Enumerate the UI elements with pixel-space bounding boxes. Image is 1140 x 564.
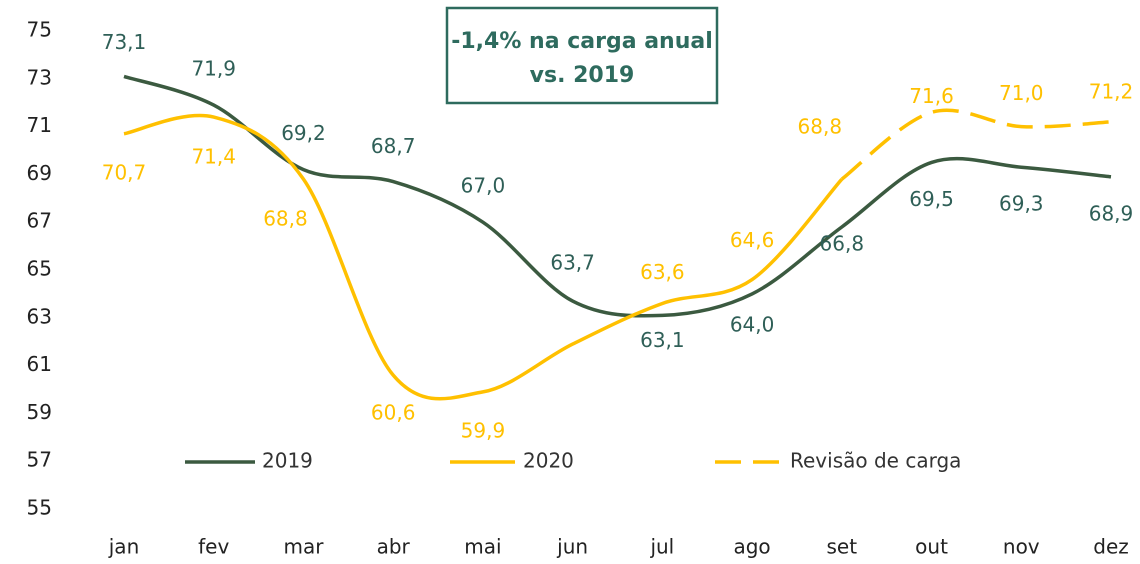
y-tick-label: 59 — [27, 400, 52, 424]
y-tick-label: 57 — [27, 448, 52, 472]
data-label: 71,9 — [191, 57, 236, 81]
data-label: 68,8 — [798, 115, 843, 139]
data-label: 68,9 — [1089, 201, 1134, 225]
y-tick-label: 69 — [27, 161, 52, 185]
data-label: 69,3 — [999, 192, 1044, 216]
x-tick-label: jul — [649, 535, 674, 559]
data-label: 64,6 — [730, 228, 775, 252]
x-tick-label: jan — [108, 535, 140, 559]
series-line — [123, 74, 1112, 318]
data-label: 71,2 — [1089, 79, 1134, 103]
data-label: 71,6 — [909, 84, 954, 108]
y-tick-label: 71 — [27, 113, 52, 137]
legend-label: Revisão de carga — [790, 449, 961, 473]
data-label: 70,7 — [102, 160, 147, 184]
y-tick-label: 61 — [27, 352, 52, 376]
data-label: 63,6 — [640, 260, 685, 284]
x-tick-label: nov — [1003, 535, 1040, 559]
data-label: 73,1 — [102, 30, 147, 54]
x-tick-label: ago — [733, 535, 770, 559]
data-label: 69,5 — [909, 187, 954, 211]
x-tick-label: jun — [556, 535, 588, 559]
y-tick-label: 67 — [27, 209, 52, 233]
y-tick-label: 65 — [27, 257, 52, 281]
annotation: vs. 2019 — [530, 63, 635, 88]
x-tick-label: out — [915, 535, 948, 559]
data-label: 68,7 — [371, 134, 416, 158]
data-label: 69,2 — [281, 121, 326, 145]
data-label: 67,0 — [461, 174, 506, 198]
annotation-box — [445, 6, 719, 105]
data-label: 71,0 — [999, 81, 1044, 105]
legend-label: 2020 — [523, 449, 574, 473]
x-tick-label: mai — [464, 535, 501, 559]
x-tick-label: set — [827, 535, 858, 559]
x-tick-label: mar — [283, 535, 324, 559]
data-label: 64,0 — [730, 312, 775, 336]
y-tick-label: 55 — [27, 496, 52, 520]
annotation: -1,4% na carga anual — [451, 29, 713, 54]
data-label: 71,4 — [191, 145, 236, 169]
legend-label: 2019 — [262, 449, 313, 473]
data-label: 60,6 — [371, 401, 416, 425]
x-tick-label: fev — [198, 535, 229, 559]
data-label: 63,1 — [640, 328, 685, 352]
series-line — [123, 113, 844, 401]
x-tick-label: dez — [1093, 535, 1129, 559]
y-tick-label: 75 — [27, 18, 52, 42]
x-tick-label: abr — [377, 535, 411, 559]
y-tick-label: 63 — [27, 304, 52, 328]
data-label: 63,7 — [550, 251, 595, 275]
data-label: 66,8 — [820, 231, 865, 255]
data-label: 59,9 — [461, 418, 506, 442]
data-label: 68,8 — [263, 207, 308, 231]
y-tick-label: 73 — [27, 65, 52, 89]
series-line — [840, 108, 1112, 181]
